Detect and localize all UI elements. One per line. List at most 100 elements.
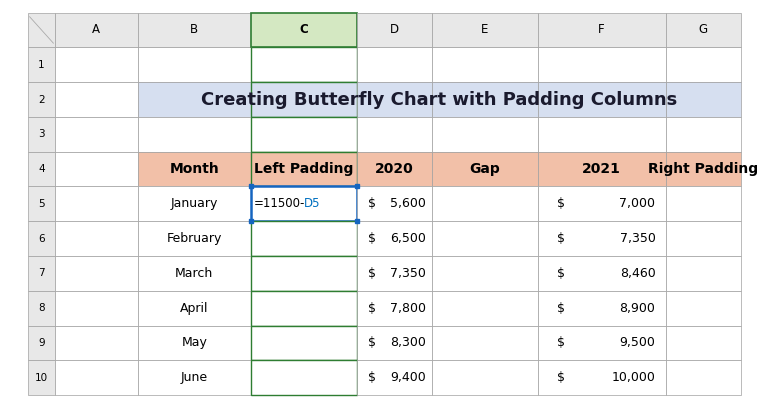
Bar: [251, 360, 356, 395]
Text: 10,000: 10,000: [611, 371, 656, 384]
Bar: [251, 221, 356, 256]
Text: 9,400: 9,400: [390, 371, 426, 384]
Text: Right Padding: Right Padding: [648, 162, 758, 176]
Bar: [138, 256, 251, 291]
Bar: [55, 186, 138, 221]
Text: February: February: [167, 232, 222, 245]
Bar: [432, 117, 538, 152]
Bar: [55, 82, 138, 117]
Text: $: $: [557, 197, 565, 210]
Bar: [138, 152, 251, 186]
Text: 8: 8: [38, 303, 45, 313]
Text: 8,900: 8,900: [620, 302, 656, 315]
Text: January: January: [171, 197, 218, 210]
Bar: [356, 221, 432, 256]
Bar: [356, 117, 432, 152]
Bar: [356, 47, 432, 82]
Text: 4: 4: [38, 164, 45, 174]
Bar: [666, 360, 741, 395]
Text: G: G: [699, 23, 708, 36]
Bar: [138, 117, 251, 152]
Bar: [28, 291, 55, 326]
Bar: [538, 221, 666, 256]
Text: 2020: 2020: [375, 162, 414, 176]
Bar: [55, 13, 138, 47]
Bar: [666, 82, 741, 117]
Text: May: May: [182, 336, 208, 349]
Text: April: April: [180, 302, 208, 315]
Bar: [666, 117, 741, 152]
Bar: [251, 47, 356, 82]
Bar: [28, 256, 55, 291]
Text: 7: 7: [38, 269, 45, 278]
Text: $: $: [368, 197, 376, 210]
Text: 6,500: 6,500: [390, 232, 426, 245]
Bar: [138, 186, 251, 221]
Text: 6: 6: [38, 234, 45, 243]
Bar: [666, 221, 741, 256]
Text: Left Padding: Left Padding: [254, 162, 353, 176]
Text: 3: 3: [38, 129, 45, 139]
Bar: [251, 82, 356, 117]
Text: B: B: [190, 23, 198, 36]
Bar: [432, 13, 538, 47]
Bar: [356, 152, 432, 186]
Text: March: March: [175, 267, 214, 280]
Bar: [538, 152, 666, 186]
Bar: [432, 186, 538, 221]
Bar: [28, 13, 55, 47]
Bar: [356, 13, 432, 47]
Text: $: $: [368, 302, 376, 315]
Bar: [138, 326, 251, 360]
Bar: [666, 256, 741, 291]
Bar: [666, 186, 741, 221]
Text: $: $: [368, 371, 376, 384]
Text: $: $: [557, 267, 565, 280]
Bar: [356, 82, 432, 117]
Bar: [251, 117, 356, 152]
Bar: [28, 186, 55, 221]
Text: Gap: Gap: [470, 162, 500, 176]
Text: 5,600: 5,600: [390, 197, 426, 210]
Bar: [356, 291, 432, 326]
Bar: [538, 117, 666, 152]
Bar: [538, 47, 666, 82]
Text: 10: 10: [35, 373, 48, 383]
Bar: [538, 82, 666, 117]
Text: 8,300: 8,300: [390, 336, 426, 349]
Text: $: $: [368, 232, 376, 245]
Bar: [251, 256, 356, 291]
Text: 2: 2: [38, 95, 45, 104]
Bar: [356, 360, 432, 395]
Text: A: A: [93, 23, 100, 36]
Bar: [538, 360, 666, 395]
Text: $: $: [557, 302, 565, 315]
Bar: [28, 117, 55, 152]
Text: $: $: [368, 267, 376, 280]
Bar: [28, 47, 55, 82]
Text: 7,350: 7,350: [390, 267, 426, 280]
Bar: [356, 326, 432, 360]
Text: $: $: [557, 336, 565, 349]
Bar: [138, 13, 251, 47]
Bar: [666, 326, 741, 360]
Bar: [356, 186, 432, 221]
Bar: [138, 291, 251, 326]
Bar: [251, 13, 356, 47]
Bar: [666, 152, 741, 186]
Bar: [55, 360, 138, 395]
Text: 1: 1: [38, 60, 45, 70]
Text: D: D: [390, 23, 399, 36]
Bar: [55, 117, 138, 152]
Bar: [538, 256, 666, 291]
Bar: [138, 221, 251, 256]
Bar: [538, 326, 666, 360]
Bar: [55, 152, 138, 186]
Bar: [538, 186, 666, 221]
Bar: [666, 13, 741, 47]
Bar: [432, 152, 538, 186]
Bar: [138, 360, 251, 395]
Bar: [28, 152, 55, 186]
Bar: [432, 360, 538, 395]
Text: F: F: [598, 23, 605, 36]
